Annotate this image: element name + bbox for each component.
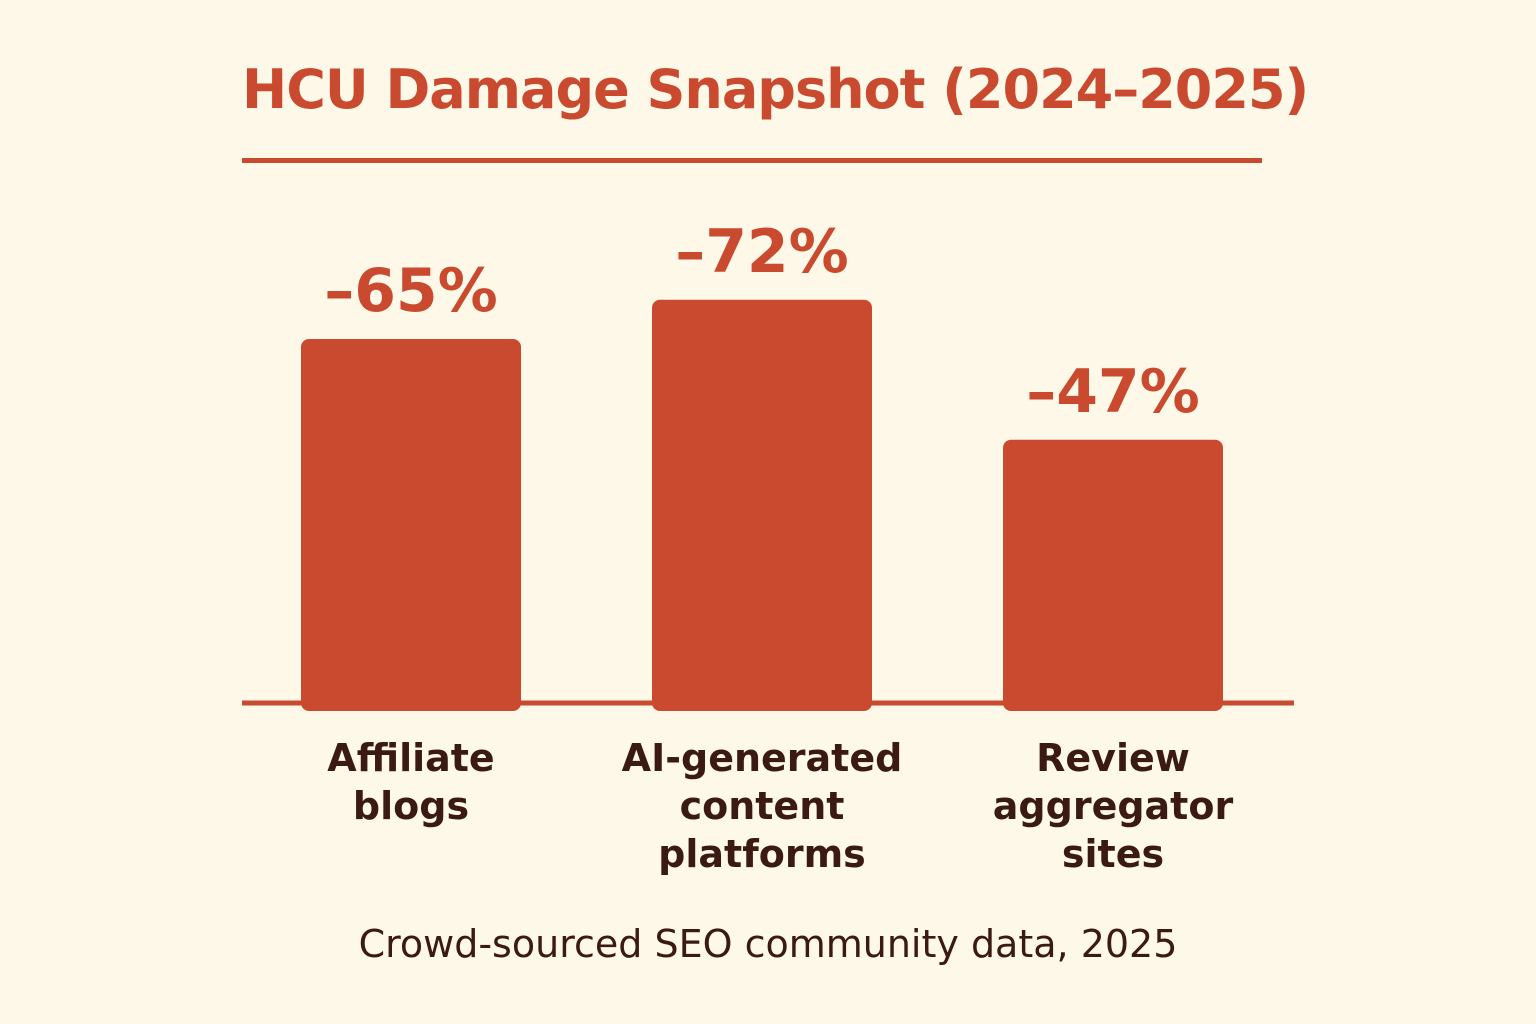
category-label-line: aggregator [993,784,1234,828]
bar-1 [652,299,872,711]
category-label-line: Affiliate [327,736,494,780]
category-label-line: Review [1036,736,1190,780]
bar-value-label-1: –72% [675,217,849,287]
bar-value-label-0: –65% [324,256,498,326]
category-label-line: blogs [353,784,469,828]
category-label-line: platforms [658,832,866,876]
title-underline [242,158,1262,163]
bar-2 [1003,439,1223,711]
category-label-1: AI-generated content platforms [622,736,903,876]
bar-0 [301,339,521,711]
category-label-2: Review aggregator sites [993,736,1234,876]
source-caption: Crowd-sourced SEO community data, 2025 [358,922,1178,966]
category-label-0: Affiliate blogs [327,736,494,828]
chart-title: HCU Damage Snapshot (2024–2025) [242,58,1309,121]
category-label-line: sites [1062,832,1164,876]
category-label-line: AI-generated [622,736,903,780]
labels-layer: Affiliate blogs AI-generated content platfor… [327,736,1233,876]
category-label-line: content [680,784,845,828]
bars-layer: –65% –72% –47% [301,217,1223,711]
bar-value-label-2: –47% [1026,357,1200,427]
